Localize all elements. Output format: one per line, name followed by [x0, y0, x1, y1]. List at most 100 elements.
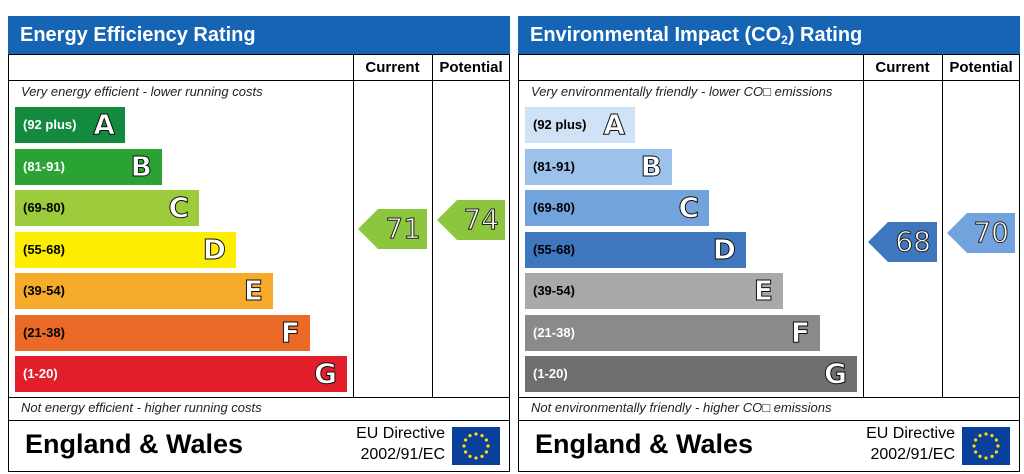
panel-title: Environmental Impact (CO2) Rating	[518, 16, 1020, 54]
band-letter: F	[790, 315, 810, 349]
divider	[9, 397, 509, 398]
eu-star-icon	[468, 454, 472, 458]
band-range-label: (39-54)	[533, 283, 575, 298]
eu-star-icon	[972, 444, 976, 448]
potential-column-header: Potential	[439, 59, 503, 76]
band-letter: E	[753, 274, 773, 308]
eu-star-icon	[994, 438, 998, 442]
divider	[519, 80, 1019, 81]
eu-star-icon	[990, 454, 994, 458]
rating-table: Current Potential Very environmentally f…	[518, 54, 1020, 472]
footer-directive: EU Directive 2002/91/EC	[845, 423, 955, 465]
rating-band-d: (55-68) D	[15, 231, 236, 268]
eu-star-icon	[480, 434, 484, 438]
band-letter: D	[202, 232, 226, 266]
rating-band-a: (92 plus) A	[15, 107, 125, 143]
eu-star-icon	[480, 454, 484, 458]
directive-label: EU Directive	[356, 425, 445, 442]
directive-number: 2002/91/EC	[870, 446, 955, 463]
band-range-label: (69-80)	[23, 200, 65, 215]
current-rating-value: 71	[385, 212, 422, 246]
band-letter: G	[824, 357, 848, 391]
band-range-label: (81-91)	[533, 158, 575, 174]
eu-star-icon	[464, 438, 468, 442]
eu-star-icon	[464, 450, 468, 454]
band-range-label: (21-38)	[23, 324, 65, 340]
potential-rating-arrow: 74	[437, 199, 505, 240]
eu-star-icon	[974, 438, 978, 442]
potential-column-header: Potential	[949, 59, 1013, 76]
rating-band-c: (69-80) C	[525, 190, 709, 226]
top-note: Very environmentally friendly - lower CO…	[531, 84, 833, 99]
band-letter: E	[243, 274, 263, 308]
band-letter: F	[280, 315, 300, 349]
eu-star-icon	[996, 444, 1000, 448]
current-column-header: Current	[875, 59, 930, 76]
current-rating-value: 68	[895, 224, 932, 258]
directive-label: EU Directive	[866, 425, 955, 442]
eu-star-icon	[468, 434, 472, 438]
energy-efficiency-panel: Energy Efficiency Rating Current Potenti…	[8, 16, 510, 472]
rating-table: Current Potential Very energy efficient …	[8, 54, 510, 472]
eu-star-icon	[990, 434, 994, 438]
eu-star-icon	[474, 456, 478, 460]
eu-star-icon	[486, 444, 490, 448]
divider	[9, 80, 509, 81]
rating-band-g: (1-20) G	[15, 356, 347, 392]
top-note: Very energy efficient - lower running co…	[21, 84, 263, 99]
rating-band-b: (81-91) B	[15, 148, 162, 185]
potential-rating-arrow: 70	[947, 212, 1015, 253]
bottom-note: Not environmentally friendly - higher CO…	[531, 400, 832, 415]
divider	[863, 55, 864, 397]
band-letter: D	[712, 232, 736, 266]
band-range-label: (1-20)	[23, 366, 58, 381]
eu-flag-icon	[962, 427, 1010, 465]
band-range-label: (55-68)	[23, 241, 65, 257]
band-range-label: (92 plus)	[533, 117, 587, 132]
directive-number: 2002/91/EC	[360, 446, 445, 463]
band-letter: B	[640, 149, 662, 183]
rating-band-a: (92 plus) A	[525, 107, 635, 143]
eu-flag-icon	[452, 427, 500, 465]
band-letter: B	[130, 149, 152, 183]
eu-star-icon	[484, 450, 488, 454]
band-letter: A	[603, 108, 626, 142]
band-letter: C	[168, 191, 190, 225]
panel-title: Energy Efficiency Rating	[8, 16, 510, 54]
footer-country: England & Wales	[25, 429, 244, 459]
rating-band-e: (39-54) E	[525, 273, 783, 309]
eu-star-icon	[978, 434, 982, 438]
eu-star-icon	[484, 438, 488, 442]
band-letter: A	[93, 108, 116, 142]
band-range-label: (81-91)	[23, 158, 65, 174]
divider	[353, 55, 354, 397]
current-rating-arrow: 68	[868, 221, 937, 262]
rating-band-b: (81-91) B	[525, 148, 672, 185]
divider	[9, 420, 509, 421]
rating-band-c: (69-80) C	[15, 190, 199, 226]
eu-star-icon	[984, 432, 988, 436]
footer-directive: EU Directive 2002/91/EC	[335, 423, 445, 465]
eu-star-icon	[462, 444, 466, 448]
potential-rating-value: 70	[973, 215, 1010, 249]
eu-star-icon	[994, 450, 998, 454]
band-range-label: (39-54)	[23, 283, 65, 298]
rating-band-f: (21-38) F	[525, 314, 820, 351]
divider	[942, 55, 943, 397]
divider	[519, 420, 1019, 421]
eu-star-icon	[974, 450, 978, 454]
band-letter: G	[314, 357, 338, 391]
band-range-label: (69-80)	[533, 200, 575, 215]
eu-star-icon	[978, 454, 982, 458]
potential-rating-value: 74	[463, 202, 500, 236]
footer-country: England & Wales	[535, 429, 754, 459]
rating-band-g: (1-20) G	[525, 356, 857, 392]
current-rating-arrow: 71	[358, 209, 427, 250]
eu-star-icon	[984, 456, 988, 460]
environmental-impact-panel: Environmental Impact (CO2) Rating Curren…	[518, 16, 1020, 472]
band-range-label: (1-20)	[533, 366, 568, 381]
divider	[432, 55, 433, 397]
rating-band-e: (39-54) E	[15, 273, 273, 309]
band-range-label: (55-68)	[533, 241, 575, 257]
band-letter: C	[678, 191, 700, 225]
